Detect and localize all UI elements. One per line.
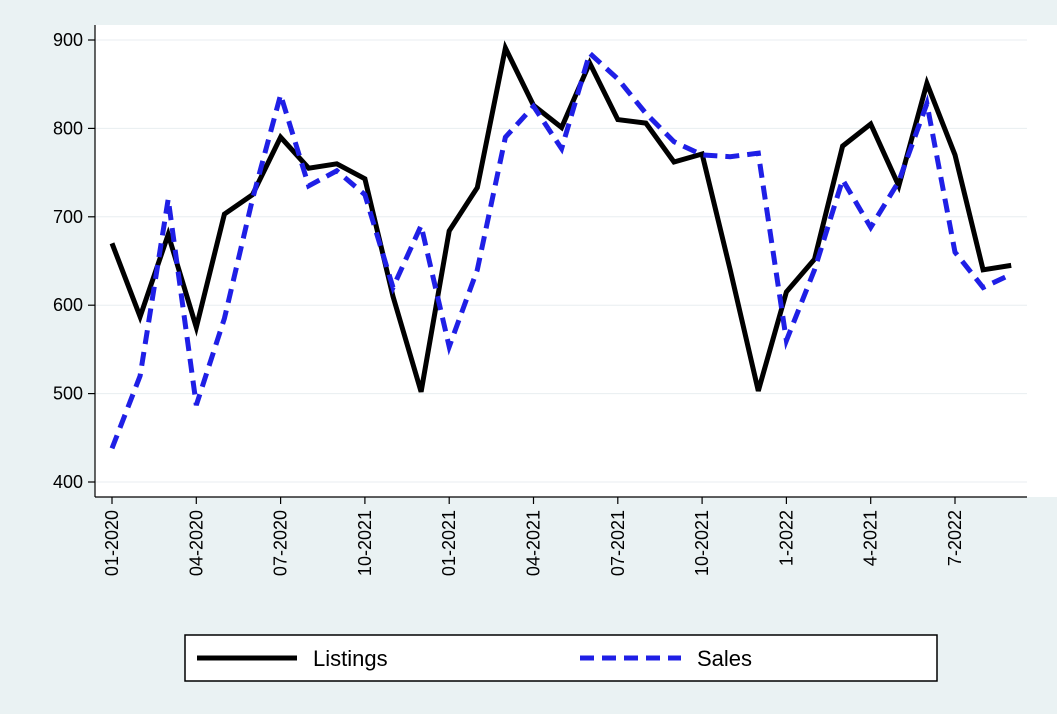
x-tick-label: 10-2021: [692, 510, 712, 576]
legend-label-listings: Listings: [313, 646, 388, 671]
y-tick-label: 600: [53, 295, 83, 315]
y-axis: 400 500 600 700 800 900: [53, 25, 96, 497]
legend: Listings Sales: [184, 634, 938, 682]
y-tick-label: 500: [53, 384, 83, 404]
y-tick-label: 700: [53, 207, 83, 227]
x-tick-label: 10-2021: [355, 510, 375, 576]
x-tick-label: 04-2020: [186, 510, 206, 576]
y-tick-label: 400: [53, 472, 83, 492]
x-axis: 01-2020 04-2020 07-2020 10-2021 01-2021 04-20…: [95, 496, 1027, 576]
series-lines: [109, 40, 1013, 450]
x-tick-label: 07-2020: [271, 510, 291, 576]
x-tick-label: 01-2021: [439, 510, 459, 576]
y-tick-label: 900: [53, 30, 83, 50]
series-line-listings: [109, 40, 1012, 393]
x-tick-label: 7-2022: [945, 510, 965, 566]
x-tick-label: 4-2021: [861, 510, 881, 566]
legend-box: [184, 634, 938, 682]
x-tick-label: 1-2022: [776, 510, 796, 566]
x-tick-label: 07-2021: [608, 510, 628, 576]
series-line-sales: [109, 48, 1013, 450]
legend-label-sales: Sales: [697, 646, 752, 671]
x-tick-label: 04-2021: [524, 510, 544, 576]
x-tick-label: 01-2020: [102, 510, 122, 576]
y-tick-label: 800: [53, 118, 83, 138]
